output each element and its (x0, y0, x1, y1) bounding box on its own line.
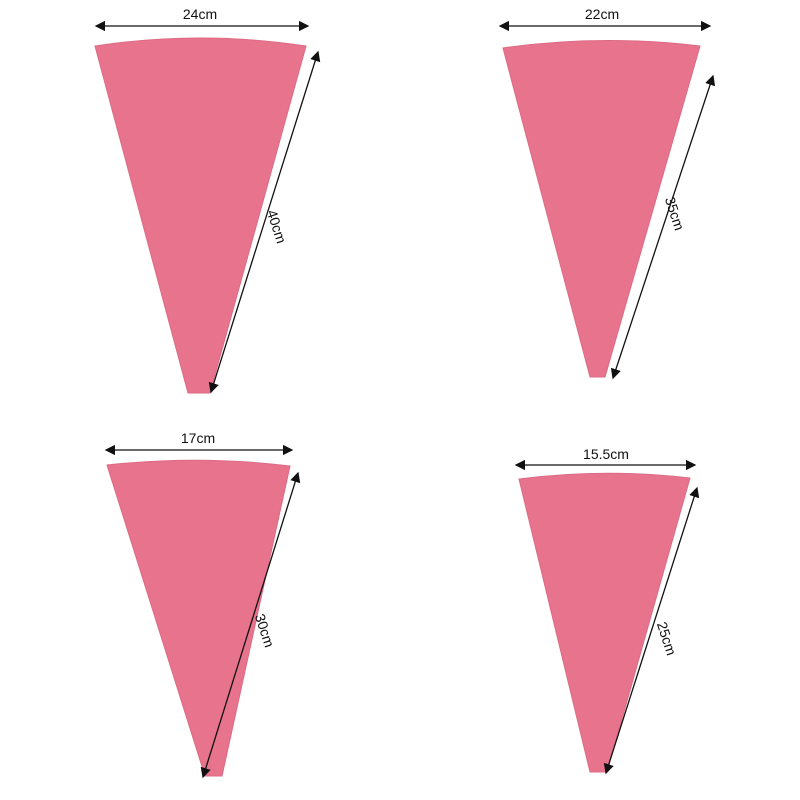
length-label: 40cm (264, 208, 290, 246)
length-label: 30cm (252, 612, 278, 650)
length-arrow (200, 471, 301, 779)
piping-bag-40cm: 24cm 40cm (94, 6, 321, 394)
width-label: 17cm (181, 430, 215, 446)
piping-bag-35cm: 22cm 35cm (498, 6, 716, 380)
piping-bag-25cm: 15.5cm 25cm (514, 446, 700, 775)
width-label: 24cm (183, 6, 217, 22)
length-label: 25cm (654, 620, 680, 658)
width-label: 15.5cm (583, 446, 629, 462)
length-arrow (208, 50, 321, 394)
length-label: 35cm (662, 195, 688, 233)
length-arrow (610, 74, 716, 380)
piping-bag-30cm: 17cm 30cm (104, 430, 301, 779)
width-label: 22cm (585, 6, 619, 22)
length-arrow (603, 486, 700, 775)
